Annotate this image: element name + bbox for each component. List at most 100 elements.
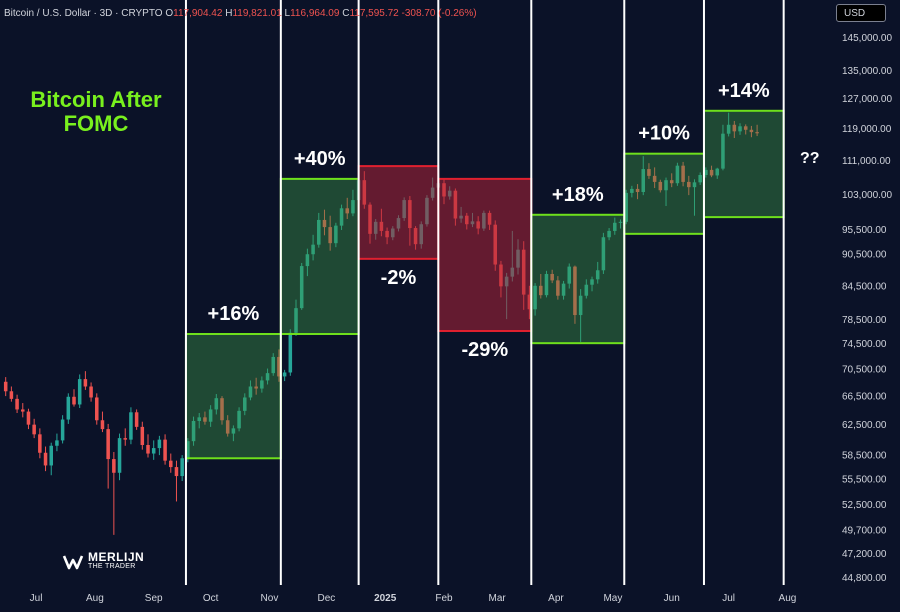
candle xyxy=(721,124,725,171)
time-tick-label: Aug xyxy=(779,593,797,604)
candle xyxy=(590,276,594,292)
candle xyxy=(630,185,634,198)
candle xyxy=(345,197,350,219)
candle xyxy=(305,248,310,277)
candle xyxy=(692,179,697,216)
low-label: L xyxy=(284,8,291,19)
candle xyxy=(726,112,731,137)
currency-selector[interactable]: USD xyxy=(836,4,886,22)
box-labels-layer: +16% +40% -2% -29% +18% +10% +14% xyxy=(208,80,770,361)
fomc-box-4 xyxy=(437,177,533,332)
candle xyxy=(299,262,304,310)
fomc-box-3 xyxy=(357,165,440,260)
candle xyxy=(260,376,264,393)
fomc-label-3: -2% xyxy=(381,267,417,289)
candle xyxy=(254,377,258,395)
time-tick-label: Feb xyxy=(435,593,453,604)
candle xyxy=(282,369,287,382)
candle xyxy=(174,460,179,502)
candle xyxy=(607,228,611,241)
candle xyxy=(32,418,36,439)
fomc-box-7 xyxy=(702,109,785,219)
price-tick-label: 78,500.00 xyxy=(842,315,887,326)
fomc-box-5 xyxy=(530,213,626,345)
price-tick-label: 135,000.00 xyxy=(842,66,892,77)
price-tick-label: 44,800.00 xyxy=(842,573,887,584)
candle xyxy=(715,167,720,179)
candle xyxy=(271,353,276,376)
candle xyxy=(77,374,82,409)
time-tick-label: Jul xyxy=(722,593,735,604)
candle xyxy=(89,382,93,402)
candle xyxy=(618,219,623,229)
candle xyxy=(311,234,315,261)
candle xyxy=(664,177,668,206)
price-tick-label: 84,500.00 xyxy=(842,281,887,292)
candle xyxy=(601,232,606,274)
candle xyxy=(743,124,748,135)
fomc-box-6 xyxy=(623,152,705,235)
price-tick-label: 103,000.00 xyxy=(842,190,892,201)
candle xyxy=(72,389,76,407)
candle xyxy=(83,371,88,390)
candle xyxy=(738,123,742,135)
candle xyxy=(220,396,224,425)
fomc-label-6: +10% xyxy=(638,123,690,145)
fomc-label-2: +40% xyxy=(294,148,346,170)
high-label: H xyxy=(225,8,233,19)
time-tick-label: Oct xyxy=(203,593,219,604)
merlijn-logo-icon xyxy=(62,555,84,570)
candle xyxy=(3,377,8,397)
chart-title: Bitcoin After FOMC xyxy=(30,87,162,136)
candle xyxy=(146,434,150,458)
candle xyxy=(55,433,59,452)
symbol-legend: Bitcoin / U.S. Dollar · 3D · CRYPTO O117… xyxy=(4,8,477,19)
fomc-box-2 xyxy=(279,177,360,336)
time-tick-label: Dec xyxy=(317,593,335,604)
candle xyxy=(595,261,600,284)
candle xyxy=(180,455,184,482)
price-tick-label: 47,200.00 xyxy=(842,549,887,560)
time-tick-label: Sep xyxy=(145,593,163,604)
candle xyxy=(749,125,754,138)
time-axis[interactable]: Jul Aug Sep Oct Nov Dec 2025 Feb Mar Apr May Jun Jul… xyxy=(30,593,797,604)
candle xyxy=(328,215,332,251)
logo-subtitle: THE TRADER xyxy=(88,563,136,570)
candle xyxy=(208,405,213,427)
candle xyxy=(163,434,167,465)
price-tick-label: 52,500.00 xyxy=(842,500,887,511)
candle xyxy=(203,411,207,425)
candle xyxy=(675,162,680,186)
candle xyxy=(539,273,543,299)
candle xyxy=(214,394,219,415)
candle xyxy=(698,172,702,185)
candle xyxy=(709,165,714,178)
candle xyxy=(9,386,14,402)
candle xyxy=(123,428,127,446)
candle xyxy=(334,222,338,248)
logo-name: MERLIJN xyxy=(88,550,145,564)
candle xyxy=(151,440,156,460)
candle xyxy=(556,276,560,300)
price-axis[interactable]: 145,000.00 135,000.00 127,000.00 119,000.00… xyxy=(842,33,892,584)
high-value: 119,821.01 xyxy=(232,8,282,19)
candle xyxy=(613,217,617,235)
candle xyxy=(60,415,65,444)
fomc-label-4: -29% xyxy=(461,339,508,361)
candle xyxy=(322,209,327,236)
time-tick-label: May xyxy=(603,593,622,604)
candle xyxy=(544,270,549,298)
candle xyxy=(21,403,25,418)
candle xyxy=(237,407,241,432)
time-tick-label: Mar xyxy=(489,593,507,604)
candle xyxy=(117,433,122,481)
price-tick-label: 95,500.00 xyxy=(842,225,887,236)
candle xyxy=(157,435,162,456)
candle xyxy=(265,368,270,385)
candle xyxy=(38,428,42,459)
fomc-box-1 xyxy=(184,333,282,460)
candle xyxy=(573,265,577,324)
time-tick-label: Jul xyxy=(30,593,43,604)
